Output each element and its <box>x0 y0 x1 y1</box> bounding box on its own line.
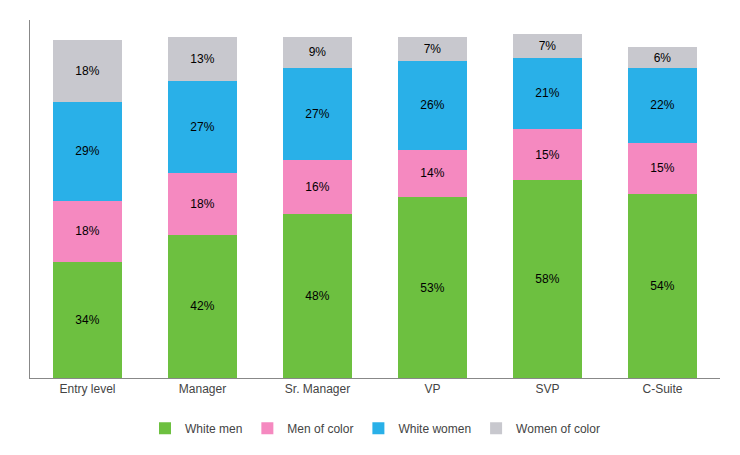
svg-text:White men: White men <box>185 422 242 436</box>
svg-text:Manager: Manager <box>179 382 226 396</box>
svg-text:7%: 7% <box>424 42 442 56</box>
svg-text:58%: 58% <box>535 272 559 286</box>
svg-text:13%: 13% <box>190 52 214 66</box>
svg-text:Men of color: Men of color <box>287 422 353 436</box>
svg-text:18%: 18% <box>75 224 99 238</box>
svg-text:21%: 21% <box>535 86 559 100</box>
svg-text:53%: 53% <box>420 281 444 295</box>
svg-text:C-Suite: C-Suite <box>642 382 682 396</box>
svg-text:15%: 15% <box>650 161 674 175</box>
svg-text:9%: 9% <box>309 45 327 59</box>
svg-text:16%: 16% <box>305 180 329 194</box>
svg-text:22%: 22% <box>650 98 674 112</box>
svg-text:6%: 6% <box>654 51 672 65</box>
svg-text:18%: 18% <box>75 64 99 78</box>
svg-text:14%: 14% <box>420 166 444 180</box>
svg-text:15%: 15% <box>535 148 559 162</box>
svg-text:42%: 42% <box>190 299 214 313</box>
svg-text:Women of color: Women of color <box>516 422 600 436</box>
svg-text:48%: 48% <box>305 289 329 303</box>
svg-text:White women: White women <box>398 422 471 436</box>
svg-text:SVP: SVP <box>535 382 559 396</box>
svg-text:54%: 54% <box>650 279 674 293</box>
svg-text:7%: 7% <box>539 39 557 53</box>
svg-text:29%: 29% <box>75 144 99 158</box>
svg-text:18%: 18% <box>190 197 214 211</box>
svg-text:Sr. Manager: Sr. Manager <box>285 382 350 396</box>
svg-text:34%: 34% <box>75 313 99 327</box>
svg-text:27%: 27% <box>190 120 214 134</box>
svg-text:27%: 27% <box>305 107 329 121</box>
svg-text:VP: VP <box>424 382 440 396</box>
svg-text:26%: 26% <box>420 98 444 112</box>
svg-text:Entry level: Entry level <box>59 382 115 396</box>
